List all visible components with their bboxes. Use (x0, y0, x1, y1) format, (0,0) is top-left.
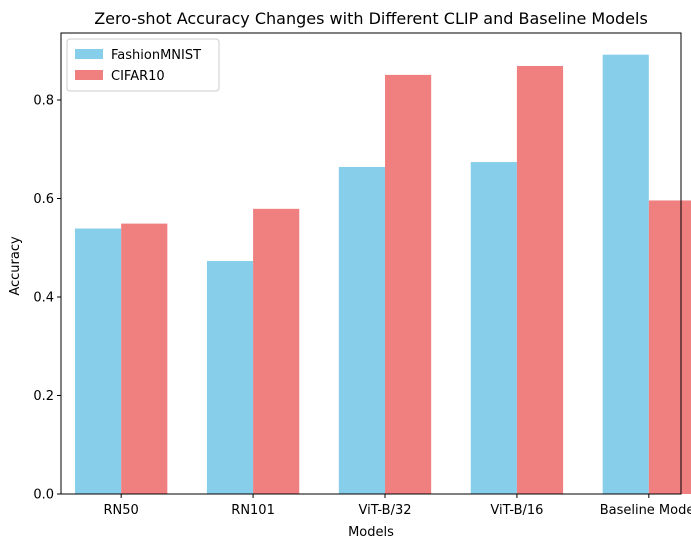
plot-area: 0.0 0.2 0.4 0.6 0.8 RN50 RN101 ViT-B/32 ViT-B/16… (33, 32, 691, 518)
x-tick-label: RN101 (231, 503, 275, 518)
y-tick-label: 0.2 (33, 389, 54, 404)
legend-box (66, 38, 220, 92)
bar-cifar10-4 (648, 200, 691, 494)
plot-frame (60, 32, 682, 495)
bar-cifar10-2 (385, 74, 432, 494)
x-axis-label: Models (348, 525, 394, 540)
x-tick-label: ViT-B/32 (358, 503, 411, 518)
bar-fashionmnist-0 (75, 228, 122, 494)
bar-cifar10-0 (121, 223, 168, 494)
bar-fashionmnist-1 (206, 261, 254, 494)
bar-fashionmnist-3 (470, 162, 517, 495)
bar-cifar10-1 (253, 208, 300, 494)
legend-label-cifar10: CIFAR10 (111, 69, 165, 84)
bar-fashionmnist-4 (602, 54, 649, 495)
bar-fashionmnist-2 (338, 166, 385, 494)
y-tick-label: 0.8 (33, 93, 54, 108)
y-tick-label: 0.6 (33, 192, 54, 207)
bar-cifar10-3 (516, 65, 564, 494)
chart-title: Zero-shot Accuracy Changes with Differen… (94, 9, 648, 28)
x-tick-label: Baseline Model (600, 503, 691, 518)
x-tick-label: ViT-B/16 (490, 503, 543, 518)
y-tick-label: 0.4 (33, 290, 54, 305)
y-axis-label: Accuracy (8, 236, 23, 296)
legend-label-fashionmnist: FashionMNIST (111, 48, 201, 63)
y-tick-label: 0.0 (33, 488, 54, 503)
legend-swatch-cifar10 (75, 70, 103, 80)
x-tick-label: RN50 (104, 503, 139, 518)
legend-swatch-fashionmnist (75, 49, 103, 59)
legend: FashionMNIST CIFAR10 (66, 38, 220, 92)
